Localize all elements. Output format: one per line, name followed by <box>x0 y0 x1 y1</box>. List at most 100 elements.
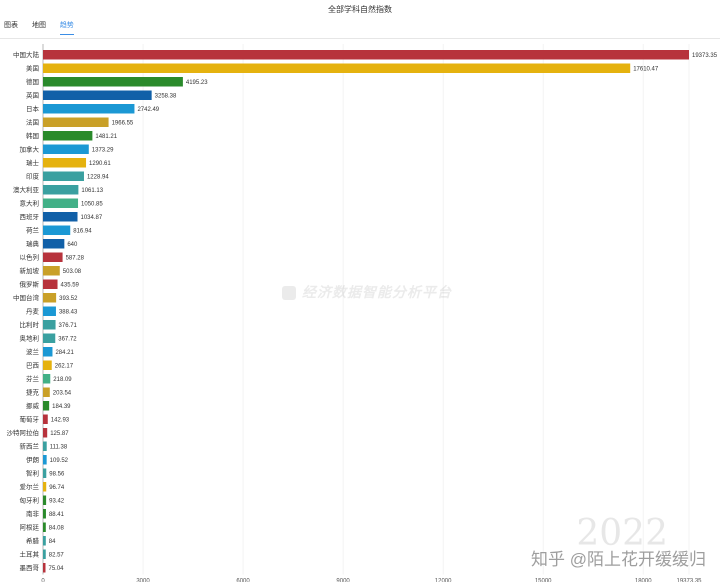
bar <box>43 549 46 559</box>
category-label: 印度 <box>26 172 40 181</box>
value-label: 125.87 <box>50 431 69 437</box>
value-label: 218.09 <box>53 377 72 383</box>
x-tick-label: 15000 <box>535 579 552 582</box>
bar <box>43 266 60 276</box>
value-label: 142.93 <box>51 417 70 423</box>
bar <box>43 482 47 492</box>
value-label: 84.08 <box>49 525 65 531</box>
value-label: 2742.49 <box>137 107 159 113</box>
value-label: 503.08 <box>63 269 82 275</box>
bar <box>43 441 47 451</box>
value-label: 1481.21 <box>95 134 117 140</box>
category-label: 英国 <box>26 91 39 100</box>
value-label: 1050.85 <box>81 201 103 207</box>
bar <box>43 333 56 343</box>
value-label: 82.57 <box>49 552 65 558</box>
bar <box>43 495 47 505</box>
x-tick-label: 9000 <box>336 579 350 582</box>
bar <box>43 401 50 411</box>
bar <box>43 414 48 424</box>
value-label: 75.04 <box>49 566 65 572</box>
category-label: 新加坡 <box>20 266 40 275</box>
category-label: 德国 <box>26 77 39 86</box>
bar <box>43 212 78 222</box>
category-label: 匈牙利 <box>20 496 40 505</box>
category-label: 瑞士 <box>26 158 40 167</box>
tab-trend[interactable]: 趋势 <box>59 20 74 35</box>
category-label: 土耳其 <box>20 550 40 559</box>
bar <box>43 293 57 303</box>
category-label: 芬兰 <box>26 374 40 383</box>
category-label: 比利时 <box>20 320 40 329</box>
credit-text: 知乎 @陌上花开缓缓归 <box>531 550 706 569</box>
bar <box>43 468 47 478</box>
tab-map[interactable]: 地图 <box>31 22 46 29</box>
bar <box>43 563 46 573</box>
tabs-divider <box>0 38 720 39</box>
category-label: 希腊 <box>26 536 40 545</box>
category-label: 意大利 <box>20 199 40 208</box>
category-label: 澳大利亚 <box>13 185 40 194</box>
bar <box>43 306 56 316</box>
value-label: 435.59 <box>61 282 80 288</box>
category-label: 法国 <box>26 118 39 127</box>
value-label: 1034.87 <box>81 215 103 221</box>
category-label: 伊朗 <box>26 455 39 464</box>
value-label: 367.72 <box>58 336 77 342</box>
value-label: 1061.13 <box>81 188 103 194</box>
category-label: 俄罗斯 <box>20 280 40 289</box>
bar <box>43 387 50 397</box>
bar <box>43 50 689 60</box>
watermark: 经济数据智能分析平台 <box>282 282 452 302</box>
bar <box>43 360 52 370</box>
bar <box>43 509 46 519</box>
category-label: 葡萄牙 <box>20 415 40 424</box>
category-label: 加拿大 <box>20 145 40 154</box>
bar <box>43 455 47 465</box>
value-label: 109.52 <box>50 458 69 464</box>
year-label: 2022 <box>576 513 668 554</box>
value-label: 96.74 <box>49 485 65 491</box>
value-label: 3258.38 <box>155 93 177 99</box>
category-label: 捷克 <box>26 388 40 397</box>
value-label: 393.52 <box>59 296 78 302</box>
category-label: 韩国 <box>26 131 39 140</box>
bar <box>43 117 109 127</box>
value-label: 587.28 <box>66 255 85 261</box>
value-label: 93.42 <box>49 498 65 504</box>
value-label: 284.21 <box>55 350 74 356</box>
value-label: 98.56 <box>49 471 65 477</box>
tab-chart[interactable]: 图表 <box>4 22 18 29</box>
category-label: 巴西 <box>26 362 40 370</box>
x-tick-label: 6000 <box>236 579 250 582</box>
category-label: 瑞典 <box>26 239 40 248</box>
category-label: 西班牙 <box>20 212 40 221</box>
value-label: 816.94 <box>73 228 92 234</box>
value-label: 4195.23 <box>186 80 208 86</box>
category-label: 爱尔兰 <box>20 482 40 491</box>
category-label: 丹麦 <box>26 307 40 316</box>
x-tick-label: 18000 <box>635 579 652 582</box>
value-label: 1228.94 <box>87 174 109 180</box>
bar <box>43 144 89 154</box>
watermark-text: 经济数据智能分析平台 <box>302 284 452 300</box>
value-label: 640 <box>67 242 78 248</box>
platform-logo-icon <box>282 286 296 301</box>
value-label: 203.54 <box>53 390 72 396</box>
x-tick-label: 12000 <box>435 579 452 582</box>
x-tick-label: 19373.35 <box>676 579 702 582</box>
x-tick-label: 0 <box>41 579 45 582</box>
bar <box>43 185 79 195</box>
category-label: 美国 <box>26 64 39 73</box>
category-label: 波兰 <box>26 347 40 356</box>
category-label: 智利 <box>26 469 39 478</box>
value-label: 84 <box>49 539 56 545</box>
value-label: 1290.61 <box>89 161 111 167</box>
bar <box>43 428 48 438</box>
bar <box>43 239 65 249</box>
category-label: 荷兰 <box>26 226 40 235</box>
value-label: 17610.47 <box>633 66 659 72</box>
value-label: 388.43 <box>59 309 78 315</box>
value-label: 262.17 <box>55 363 74 369</box>
